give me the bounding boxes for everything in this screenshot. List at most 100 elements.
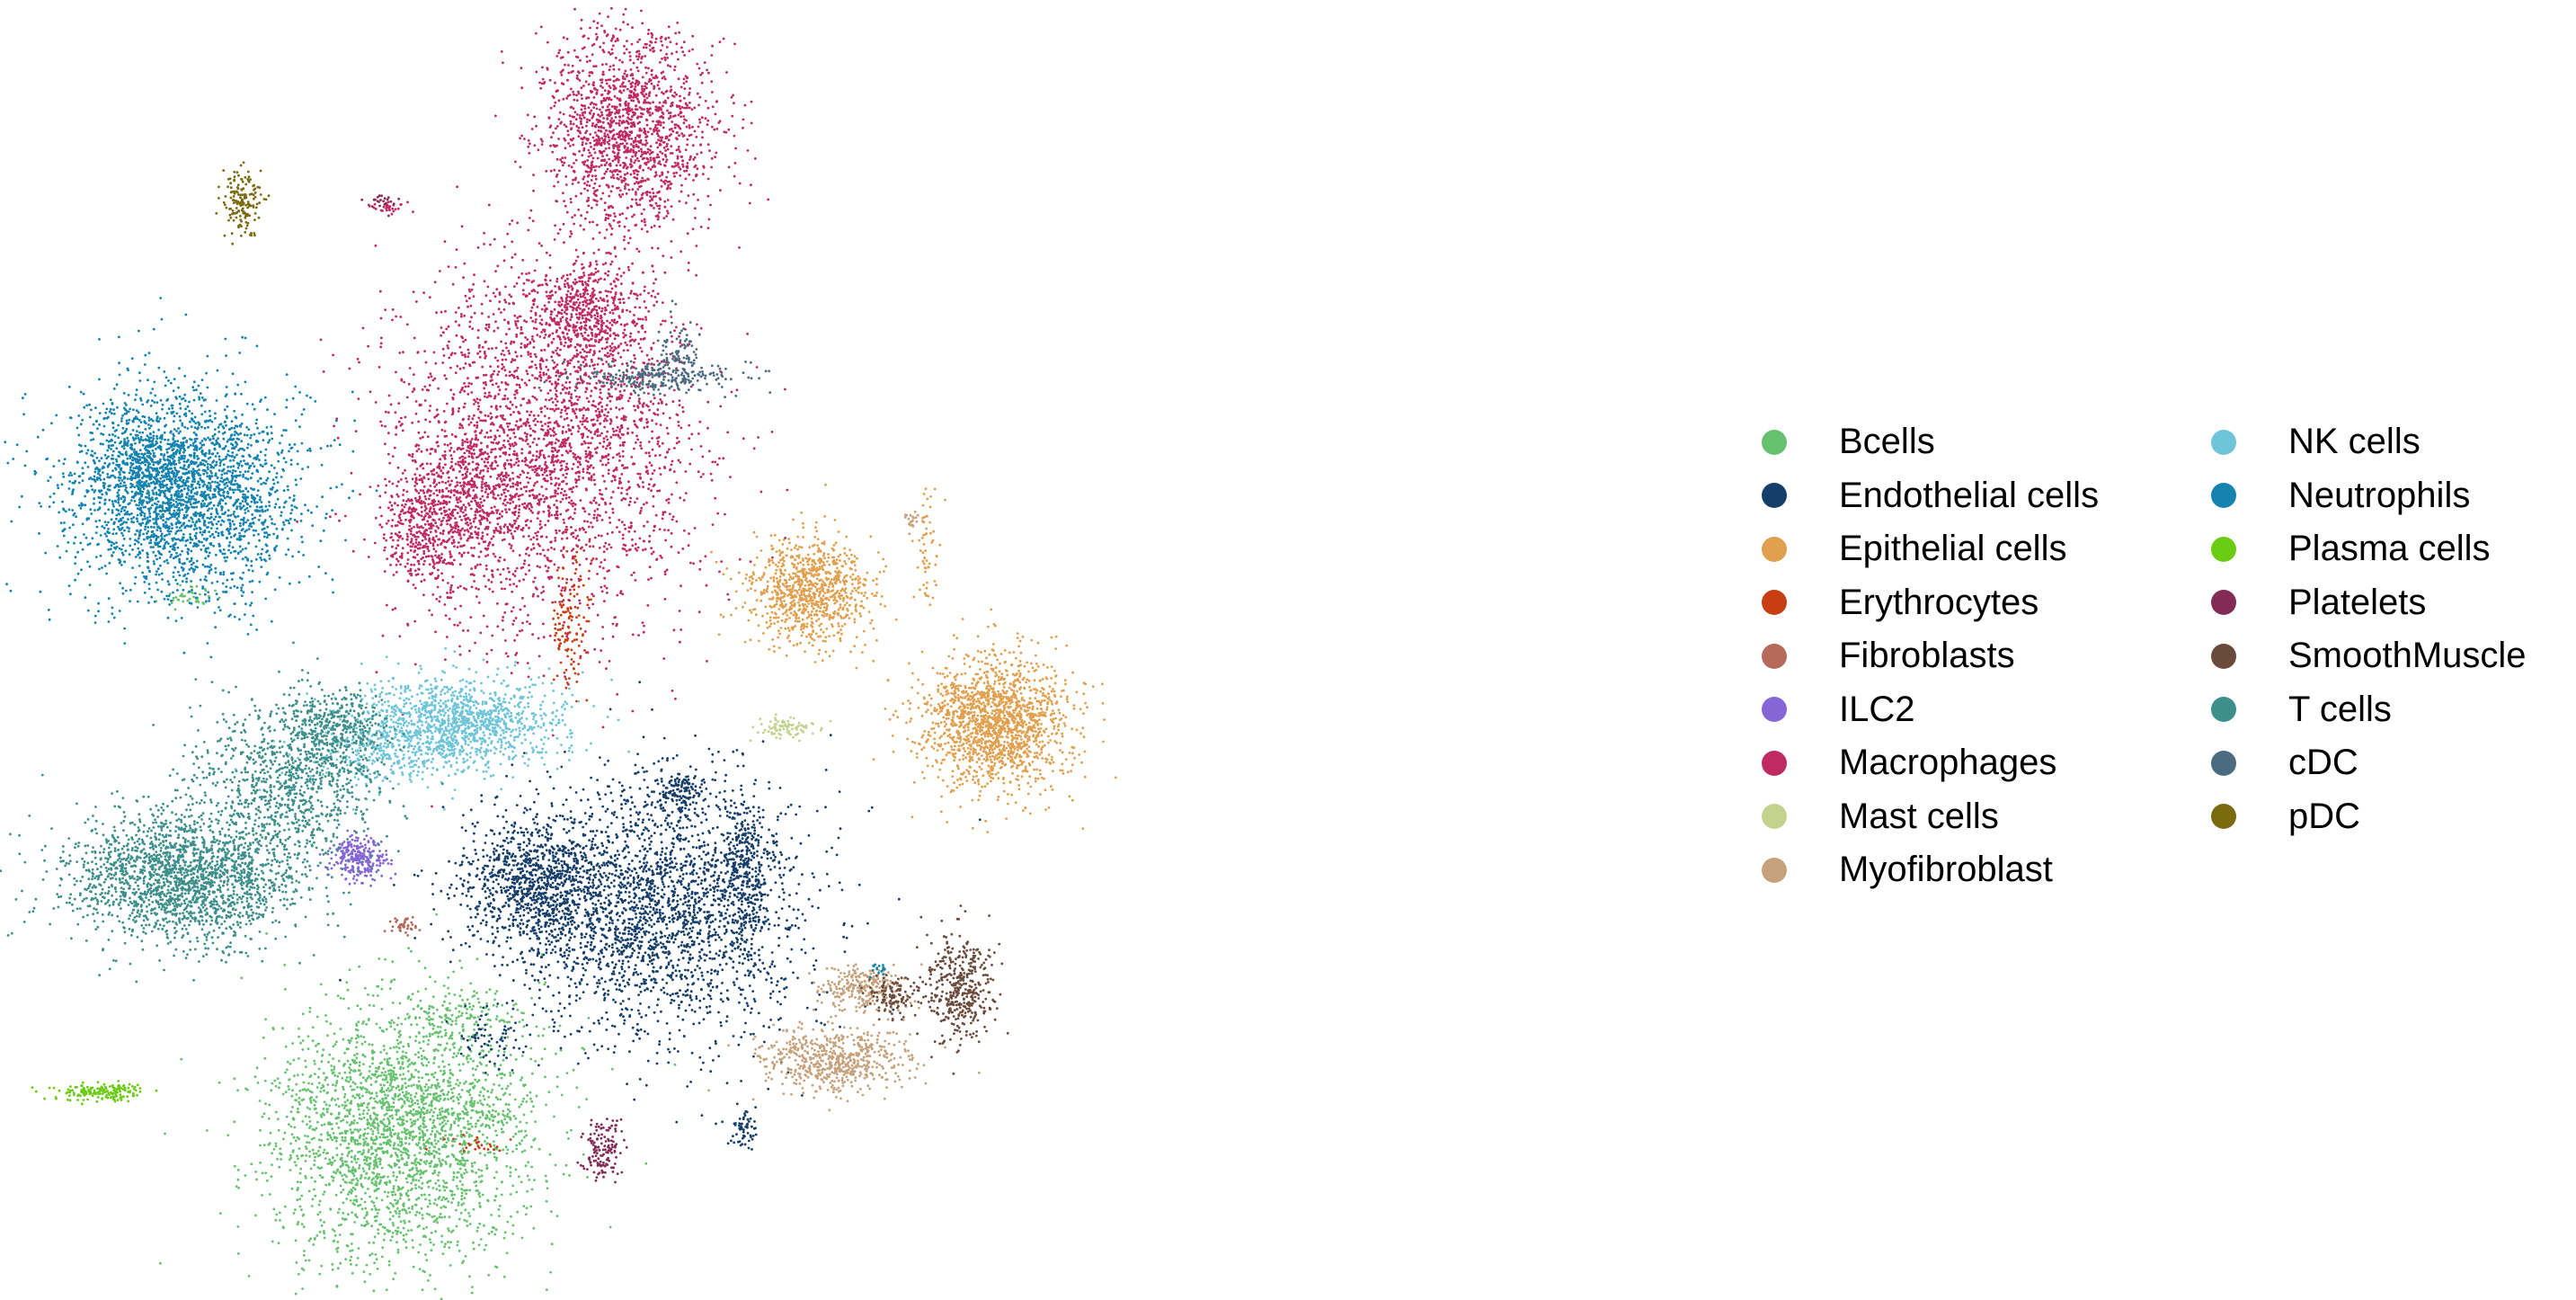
- legend-label: pDC: [2288, 797, 2360, 837]
- cluster-points: [656, 299, 701, 387]
- legend-label: ILC2: [1839, 690, 1915, 730]
- legend-marker: [2211, 536, 2236, 562]
- cluster-points: [808, 963, 923, 1035]
- legend-label: SmoothMuscle: [2288, 636, 2527, 676]
- cluster-points: [458, 1108, 522, 1127]
- legend-label: Plasma cells: [2288, 529, 2491, 569]
- legend-spacer: [2211, 843, 2576, 897]
- cluster-points: [869, 963, 886, 979]
- cluster-points: [903, 513, 924, 536]
- series-smoothmuscle: [860, 904, 1009, 1075]
- legend-item: cDC: [2211, 736, 2576, 790]
- legend-label: Platelets: [2288, 583, 2426, 623]
- cluster-points: [393, 792, 659, 986]
- legend-label: cDC: [2288, 743, 2358, 783]
- legend-label: T cells: [2288, 690, 2392, 730]
- series-epithelial-cells: [710, 483, 1117, 833]
- series-fibroblasts: [383, 915, 422, 937]
- cluster-points: [721, 1106, 758, 1151]
- legend-label: NK cells: [2288, 422, 2421, 462]
- cluster-points: [363, 450, 477, 612]
- legend-item: Bcells: [1762, 415, 2211, 469]
- cluster-points: [0, 757, 374, 984]
- legend-item: NK cells: [2211, 415, 2576, 469]
- cluster-points: [215, 161, 271, 245]
- legend-marker: [2211, 643, 2236, 669]
- legend-marker: [2211, 750, 2236, 776]
- legend-marker: [1762, 429, 1787, 455]
- cluster-points: [299, 646, 630, 791]
- legend-marker: [1762, 590, 1787, 616]
- cluster-points: [155, 583, 221, 611]
- umap-scatter-plot: [0, 6, 1117, 1300]
- legend-item: Erythrocytes: [1762, 576, 2211, 630]
- legend-marker: [2211, 483, 2236, 509]
- cluster-points: [872, 608, 1117, 833]
- series-myofibroblast: [707, 513, 981, 1112]
- cluster-points: [374, 315, 577, 662]
- legend-marker: [2211, 804, 2236, 830]
- cluster-points: [700, 749, 783, 993]
- cluster-points: [576, 1117, 628, 1184]
- legend-item: Epithelial cells: [1762, 522, 2211, 576]
- legend-label: Mast cells: [1839, 797, 1999, 837]
- cluster-points: [643, 752, 715, 827]
- legend-item: Platelets: [2211, 576, 2576, 630]
- legend-item: Plasma cells: [2211, 522, 2576, 576]
- legend-item: Macrophages: [1762, 736, 2211, 790]
- cluster-points: [360, 194, 400, 218]
- series-platelets: [360, 194, 628, 1184]
- legend-label: Myofibroblast: [1839, 850, 2053, 890]
- legend-item: T cells: [2211, 683, 2576, 737]
- legend-item: Mast cells: [1762, 790, 2211, 844]
- series-macrophages: [296, 6, 789, 808]
- legend-item: SmoothMuscle: [2211, 629, 2576, 683]
- cluster-points: [749, 713, 832, 743]
- legend-item: Myofibroblast: [1762, 843, 2211, 897]
- cluster-points: [383, 915, 422, 937]
- cluster-points: [31, 1080, 158, 1106]
- legend-item: Neutrophils: [2211, 469, 2576, 523]
- series-plasma-cells: [31, 1080, 158, 1106]
- legend-item: pDC: [2211, 790, 2576, 844]
- legend-marker: [2211, 590, 2236, 616]
- legend-label: Neutrophils: [2288, 476, 2470, 516]
- legend-label: Fibroblasts: [1839, 636, 2015, 676]
- legend-marker: [1762, 857, 1787, 883]
- series-t-cells: [0, 641, 444, 984]
- cluster-points: [296, 148, 789, 808]
- series-pdc: [215, 161, 271, 245]
- cluster-points: [4, 297, 378, 659]
- cluster-points: [537, 354, 772, 398]
- legend-marker: [1762, 643, 1787, 669]
- cluster-points: [367, 200, 414, 216]
- series-neutrophils: [4, 297, 886, 979]
- cluster-points: [860, 974, 937, 1022]
- series-mast-cells: [749, 713, 832, 743]
- legend-label: Epithelial cells: [1839, 529, 2066, 569]
- series-cdc: [537, 299, 772, 398]
- cluster-points: [494, 6, 770, 303]
- series-erythrocytes: [425, 528, 593, 1153]
- cluster-points: [707, 1009, 981, 1112]
- legend-item: Endothelial cells: [1762, 469, 2211, 523]
- cluster-points: [493, 235, 673, 391]
- series-endothelial-cells: [339, 681, 982, 1151]
- cluster-points: [459, 1013, 532, 1074]
- legend-marker: [1762, 483, 1787, 509]
- cluster-points: [112, 641, 444, 922]
- cluster-points: [546, 528, 593, 703]
- legend-marker: [1762, 750, 1787, 776]
- legend-marker: [1762, 804, 1787, 830]
- cluster-points: [912, 904, 1009, 1075]
- legend-item: Fibroblasts: [1762, 629, 2211, 683]
- legend: Bcells NK cells Endothelial cells Neutrophi…: [1762, 415, 2576, 897]
- legend-marker: [2211, 429, 2236, 455]
- cluster-points: [159, 913, 677, 1300]
- legend-item: ILC2: [1762, 683, 2211, 737]
- legend-marker: [1762, 536, 1787, 562]
- cluster-points: [270, 669, 396, 788]
- legend-label: Macrophages: [1839, 743, 2056, 783]
- cluster-points: [909, 487, 946, 607]
- series-bcells: [155, 583, 677, 1300]
